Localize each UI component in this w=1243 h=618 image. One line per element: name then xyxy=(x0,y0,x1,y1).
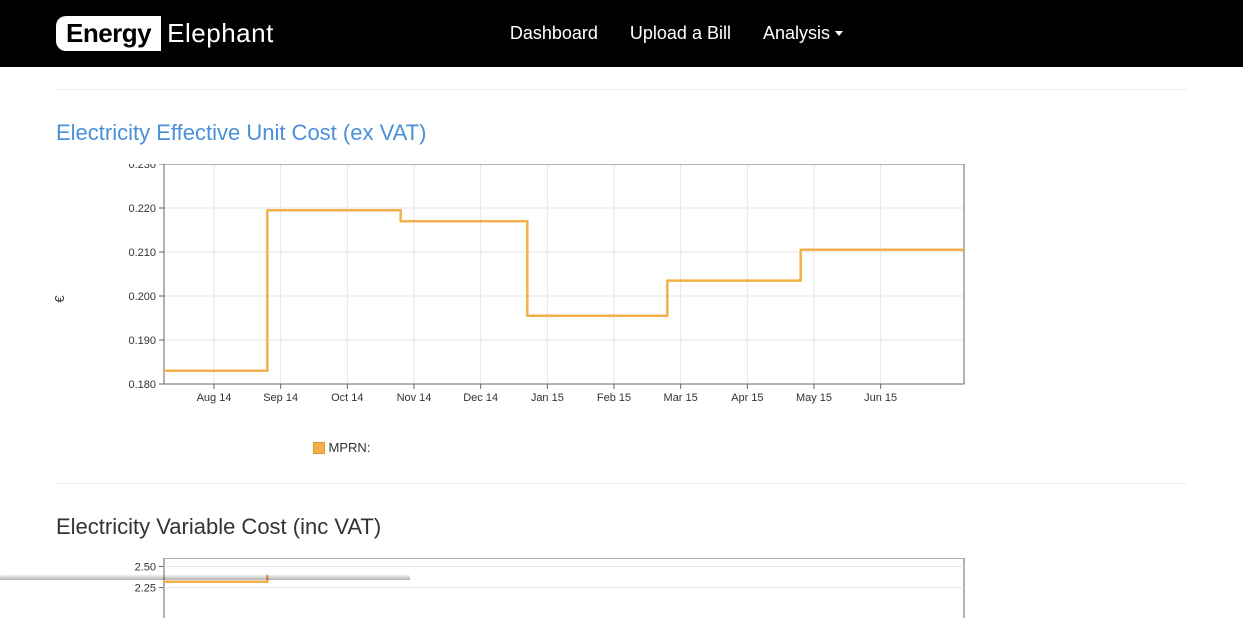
nav-label: Dashboard xyxy=(510,23,598,44)
logo-box: Energy xyxy=(56,16,161,51)
chart1-title[interactable]: Electricity Effective Unit Cost (ex VAT) xyxy=(56,120,1187,146)
svg-text:0.180: 0.180 xyxy=(128,379,156,391)
svg-text:0.220: 0.220 xyxy=(128,203,156,215)
svg-text:0.190: 0.190 xyxy=(128,335,156,347)
divider xyxy=(56,483,1187,484)
svg-text:Aug 14: Aug 14 xyxy=(197,392,232,404)
nav-upload-bill[interactable]: Upload a Bill xyxy=(630,23,731,44)
svg-text:0.210: 0.210 xyxy=(128,247,156,259)
svg-text:Mar 15: Mar 15 xyxy=(664,392,698,404)
svg-text:2.50: 2.50 xyxy=(135,561,156,573)
svg-text:Oct 14: Oct 14 xyxy=(331,392,363,404)
svg-text:2.25: 2.25 xyxy=(135,583,156,595)
nav-analysis[interactable]: Analysis xyxy=(763,23,843,44)
svg-text:Sep 14: Sep 14 xyxy=(263,392,298,404)
nav-dashboard[interactable]: Dashboard xyxy=(510,23,598,44)
chart1-svg: 0.230 0.220 0.210 0.200 0.190 0.180 Aug 14 Sep … xyxy=(104,164,984,412)
main-container: Electricity Effective Unit Cost (ex VAT)… xyxy=(0,89,1243,618)
svg-text:Nov 14: Nov 14 xyxy=(397,392,432,404)
legend-swatch-icon xyxy=(313,442,325,454)
svg-text:Jan 15: Jan 15 xyxy=(531,392,564,404)
nav-items: Dashboard Upload a Bill Analysis xyxy=(510,23,1203,44)
chart2-wrap: 2.50 2.25 xyxy=(104,558,1187,618)
logo[interactable]: Energy Elephant xyxy=(56,16,274,51)
svg-text:Apr 15: Apr 15 xyxy=(731,392,763,404)
chart2-svg: 2.50 2.25 xyxy=(104,558,984,618)
svg-text:0.230: 0.230 xyxy=(128,164,156,171)
chart1-legend: MPRN: xyxy=(56,440,1187,455)
chart1-wrap: € 0.2300.2200.2100.2000.1900.180Aug 14Se… xyxy=(104,164,1187,434)
legend-label: MPRN: xyxy=(329,440,371,455)
chevron-down-icon xyxy=(835,31,843,36)
nav-label: Analysis xyxy=(763,23,830,44)
logo-text: Elephant xyxy=(167,18,274,49)
svg-text:May 15: May 15 xyxy=(796,392,832,404)
svg-text:0.200: 0.200 xyxy=(128,291,156,303)
svg-text:Feb 15: Feb 15 xyxy=(597,392,631,404)
svg-text:Dec 14: Dec 14 xyxy=(463,392,498,404)
nav-label: Upload a Bill xyxy=(630,23,731,44)
svg-text:Jun 15: Jun 15 xyxy=(864,392,897,404)
divider xyxy=(56,89,1187,90)
chart1-y-label: € xyxy=(52,295,67,302)
navbar: Energy Elephant Dashboard Upload a Bill … xyxy=(0,0,1243,67)
chart2-title: Electricity Variable Cost (inc VAT) xyxy=(56,514,1187,540)
bottom-shadow xyxy=(0,574,410,580)
